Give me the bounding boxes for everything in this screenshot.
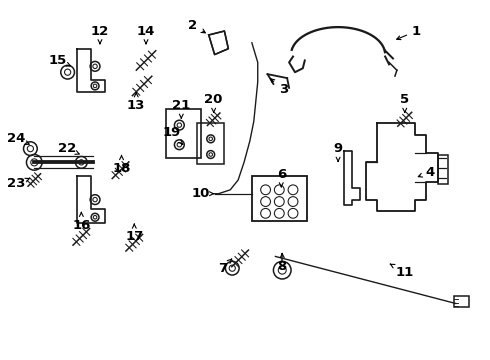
Text: 20: 20	[204, 93, 223, 112]
Text: 6: 6	[277, 168, 286, 187]
Text: 12: 12	[91, 24, 109, 44]
Text: 3: 3	[270, 79, 288, 96]
Text: 18: 18	[112, 156, 131, 175]
Text: 21: 21	[172, 99, 191, 118]
Polygon shape	[209, 31, 228, 55]
Text: 7: 7	[218, 259, 232, 275]
Text: 9: 9	[334, 142, 343, 161]
Bar	[197, 123, 224, 164]
Text: 13: 13	[127, 93, 146, 112]
Text: 23: 23	[7, 177, 29, 190]
Text: 24: 24	[7, 132, 29, 145]
Text: 17: 17	[125, 224, 144, 243]
Text: 1: 1	[397, 24, 421, 40]
Text: 5: 5	[400, 93, 409, 112]
Text: 8: 8	[278, 254, 287, 273]
Text: 11: 11	[390, 264, 414, 279]
Text: 22: 22	[57, 142, 79, 155]
Text: 19: 19	[162, 126, 183, 144]
Text: 14: 14	[137, 24, 155, 44]
Text: 10: 10	[192, 187, 214, 200]
Bar	[166, 109, 201, 158]
Text: 15: 15	[49, 54, 71, 67]
Bar	[438, 154, 448, 184]
Bar	[252, 176, 307, 221]
Text: 16: 16	[72, 212, 91, 231]
Bar	[454, 296, 469, 307]
Text: 4: 4	[418, 166, 435, 179]
Text: 2: 2	[189, 19, 205, 33]
